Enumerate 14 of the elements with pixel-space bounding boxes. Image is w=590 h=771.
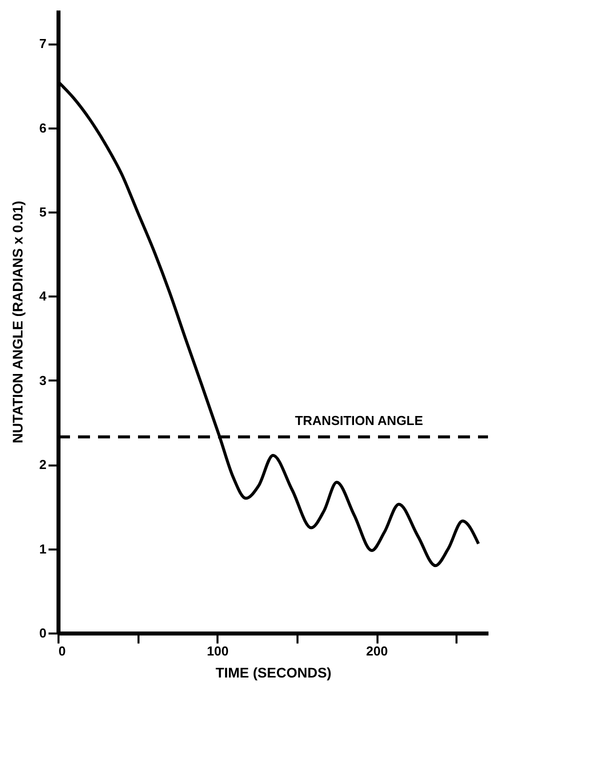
y-tick-label: 7 — [39, 36, 46, 52]
y-tick-label: 0 — [39, 626, 46, 640]
x-tick-label: 0 — [58, 644, 66, 658]
y-tick-label: 2 — [39, 457, 46, 472]
x-tick-label: 200 — [366, 644, 388, 658]
x-tick-label: 100 — [206, 644, 229, 658]
y-tick-label: 1 — [39, 541, 46, 556]
x-axis-title: TIME (SECONDS) — [216, 664, 332, 680]
ref-line-label: TRANSITION ANGLE — [294, 412, 424, 428]
y-tick-label: 5 — [39, 204, 46, 220]
y-tick-label: 3 — [39, 372, 46, 388]
y-tick-label: 4 — [39, 288, 48, 304]
y-axis-title: NUTATION ANGLE (RADIANS x 0.01) — [9, 200, 26, 444]
y-tick-label: 6 — [39, 120, 46, 136]
